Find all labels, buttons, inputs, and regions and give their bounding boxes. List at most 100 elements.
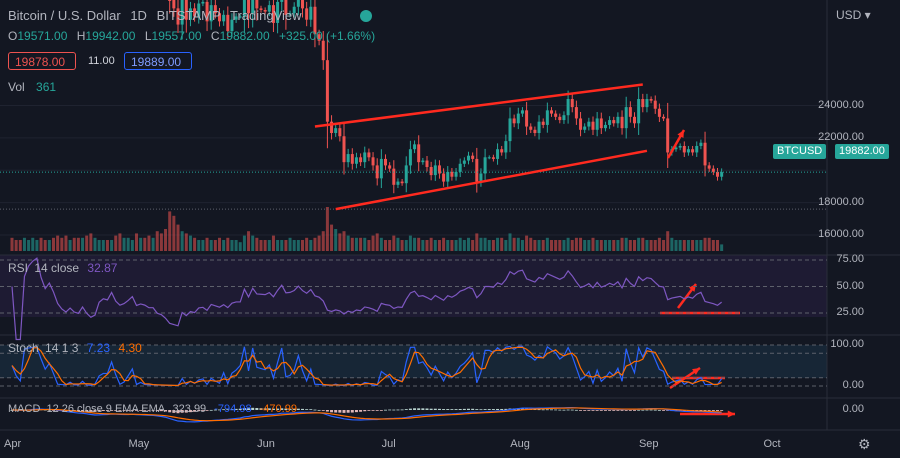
macd-histogram-bar: [620, 410, 624, 411]
macd-histogram-bar: [487, 409, 491, 410]
volume-bar: [516, 237, 520, 251]
interval-label[interactable]: 1D: [130, 8, 147, 23]
sell-button[interactable]: 19878.00: [8, 52, 76, 70]
candle-body: [504, 141, 508, 153]
macd-histogram-bar: [599, 410, 603, 411]
volume-bar: [230, 240, 234, 251]
macd-histogram-bar: [346, 410, 350, 413]
candle-body: [458, 163, 462, 172]
macd-histogram-bar: [624, 410, 628, 411]
candle-body: [471, 155, 475, 159]
macd-signal-line: [11, 407, 722, 422]
volume-bar: [678, 240, 682, 251]
volume-bar: [151, 237, 155, 251]
candle-body: [321, 40, 325, 61]
volume-bar: [292, 240, 296, 251]
macd-histogram-bar: [450, 409, 454, 410]
volume-bar: [130, 240, 134, 251]
volume-bar: [334, 229, 338, 251]
volume-bar: [491, 240, 495, 251]
market-status-icon: [360, 10, 372, 22]
macd-histogram-bar: [641, 409, 645, 411]
volume-bar: [471, 240, 475, 251]
macd-histogram-bar: [135, 410, 138, 411]
volume-bar: [583, 240, 587, 251]
macd-histogram-bar: [114, 410, 118, 411]
candle-body: [512, 118, 516, 124]
candle-body: [242, 0, 246, 17]
volume-bar: [238, 242, 242, 251]
volume-bar: [259, 240, 263, 251]
currency-selector[interactable]: USD ▾: [836, 8, 871, 22]
settings-gear-icon[interactable]: ⚙: [858, 436, 871, 452]
macd-histogram-bar: [267, 408, 271, 410]
volume-bar: [122, 237, 126, 251]
buy-button[interactable]: 19889.00: [124, 52, 192, 70]
candle-body: [603, 124, 607, 129]
macd-histogram-bar: [155, 410, 159, 411]
volume-bar: [504, 240, 508, 251]
volume-bar: [603, 240, 607, 251]
candle-body: [591, 121, 595, 130]
volume-bar: [462, 240, 466, 251]
candle-body: [354, 157, 358, 164]
volume-bar: [222, 240, 226, 251]
volume-bar: [209, 240, 213, 251]
candle-body: [197, 3, 201, 17]
candle-body: [359, 157, 363, 163]
candle-body: [218, 13, 221, 22]
candle-body: [251, 0, 255, 14]
volume-bar: [267, 240, 271, 251]
macd-histogram-bar: [616, 410, 620, 411]
macd-histogram-bar: [603, 410, 607, 411]
volume-bar: [93, 237, 97, 251]
volume-bar: [475, 233, 479, 251]
volume-bar: [711, 240, 715, 251]
candle-body: [367, 152, 371, 158]
macd-histogram-bar: [159, 410, 163, 412]
exchange-label: BITSTAMP: [156, 8, 221, 23]
macd-histogram-bar: [628, 410, 632, 411]
macd-legend: MACD 12 26 close 9 EMA EMA 323.99 -794.9…: [8, 403, 297, 415]
macd-histogram-bar: [570, 409, 574, 411]
macd-histogram-bar: [703, 410, 707, 411]
stoch-k-line: [11, 345, 723, 387]
macd-histogram-bar: [579, 410, 583, 411]
candle-body: [657, 108, 661, 117]
volume-bar: [60, 237, 64, 251]
macd-histogram-bar: [85, 410, 89, 412]
macd-histogram-bar: [205, 410, 209, 411]
volume-bar: [645, 240, 649, 251]
volume-bar: [22, 237, 26, 251]
candle-body: [674, 147, 678, 150]
volume-bar: [404, 240, 408, 251]
low-value: 19557.00: [151, 29, 202, 43]
volume-bar: [255, 237, 259, 251]
volume-bar: [408, 235, 412, 251]
volume-bar: [587, 240, 591, 251]
macd-histogram-bar: [317, 409, 321, 411]
volume-bar: [52, 237, 55, 251]
volume-bar: [147, 235, 151, 251]
macd-histogram-bar: [359, 410, 363, 412]
macd-histogram-bar: [226, 409, 230, 411]
volume-bar: [720, 244, 724, 251]
macd-histogram-bar: [653, 409, 657, 411]
macd-histogram-bar: [587, 410, 591, 411]
candle-body: [172, 0, 176, 9]
volume-bar: [562, 240, 566, 251]
macd-histogram-bar: [309, 409, 313, 411]
macd-histogram-bar: [89, 410, 93, 412]
rsi-up-arrow-head: [688, 284, 696, 292]
volume-bar: [271, 235, 275, 251]
candle-body: [201, 1, 205, 4]
macd-histogram-bar: [475, 409, 479, 410]
volume-bar: [558, 240, 562, 251]
volume-bar: [114, 235, 118, 251]
volume-bar: [164, 229, 168, 251]
time-tick-label: Jun: [257, 438, 275, 450]
candle-body: [184, 0, 188, 20]
volume-bar: [242, 235, 246, 251]
symbol-header[interactable]: Bitcoin / U.S. Dollar 1D BITSTAMP Tradin…: [8, 8, 308, 23]
